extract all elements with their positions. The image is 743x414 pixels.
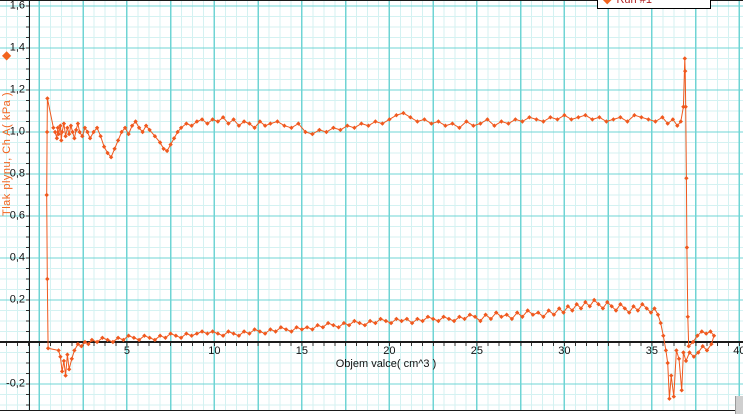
series-line <box>46 58 715 399</box>
y-tick-label: -0,2 <box>6 377 25 390</box>
y-tick-label: 0,2 <box>9 293 25 306</box>
y-tick-label: 0,6 <box>9 209 25 222</box>
y-tick-label: 1,6 <box>9 0 25 12</box>
y-axis-tick-marks <box>26 0 29 411</box>
plot-bottom-margin <box>0 411 743 414</box>
plot-top-border <box>0 0 743 1</box>
x-axis-line <box>0 341 743 343</box>
x-tick-label: 25 <box>470 345 484 357</box>
x-tick-label: 15 <box>295 345 309 357</box>
x-tick-label: 40 <box>733 345 743 357</box>
y-tick-label: 0,8 <box>9 167 25 180</box>
x-tick-label: 10 <box>208 345 221 357</box>
legend-diamond-icon: ◆ <box>603 0 611 6</box>
y-axis-title: Tlak plynu, Ch A( kPa ) <box>1 92 13 216</box>
x-tick-label: 20 <box>383 345 396 357</box>
y-tick-label: 1,2 <box>9 83 25 96</box>
y-tick-label: 1,0 <box>9 125 25 138</box>
x-axis-title: Objem valce( cm^3 ) <box>335 358 437 370</box>
legend[interactable]: ◆ Run #1 <box>597 0 711 9</box>
legend-run-label: Run #1 <box>616 0 652 6</box>
x-tick-label: 5 <box>123 345 130 357</box>
plot-bottom-border <box>0 410 743 411</box>
x-axis-tick-marks <box>0 343 743 346</box>
y-axis-line <box>29 0 30 411</box>
x-tick-label: 35 <box>645 345 659 357</box>
scrollbar-corner <box>735 396 743 414</box>
x-tick-label: 30 <box>558 345 571 357</box>
y-tick-label: 1,4 <box>9 41 25 54</box>
series-markers <box>44 56 717 401</box>
y-tick-label: 0,4 <box>9 251 25 264</box>
series-color-diamond-icon: ◆ <box>2 48 12 62</box>
